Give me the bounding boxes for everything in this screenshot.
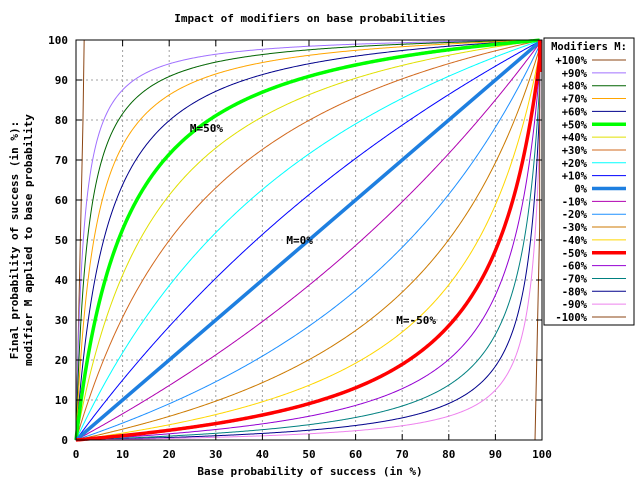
x-tick-label: 70	[396, 448, 409, 461]
x-axis-ticks: 0 10 20 30 40 50 60 70 80 90 100	[73, 40, 552, 461]
legend-entry-label: 0%	[574, 184, 587, 196]
legend-entry-label: +10%	[562, 171, 588, 183]
legend-entry-label: -70%	[562, 273, 588, 285]
y-tick-label: 10	[55, 394, 68, 407]
x-tick-label: 60	[349, 448, 362, 461]
legend-entry-label: -100%	[555, 312, 587, 324]
x-tick-label: 10	[116, 448, 129, 461]
x-tick-label: 100	[532, 448, 552, 461]
y-tick-label: 70	[55, 154, 68, 167]
y-tick-label: 30	[55, 314, 68, 327]
y-axis-ticks: 0 10 20 30 40 50 60 70 80 90 100	[48, 34, 542, 447]
x-tick-label: 0	[73, 448, 80, 461]
series-curve	[75, 40, 541, 441]
legend-box	[543, 37, 635, 326]
legend-entry-label: -30%	[562, 222, 588, 234]
legend: Modifiers M: +100%+90%+80%+70%+60%+50%+4…	[543, 37, 635, 326]
series-curve	[75, 40, 541, 441]
series-curve	[75, 40, 541, 441]
annotations: M=50% M=0% M=-50%	[190, 122, 437, 327]
x-tick-label: 50	[302, 448, 315, 461]
x-axis-label: Base probability of success (in %)	[197, 465, 422, 478]
y-tick-label: 90	[55, 74, 68, 87]
y-tick-label: 60	[55, 194, 68, 207]
series-curve	[75, 40, 541, 441]
legend-entry-label: +30%	[562, 145, 588, 157]
annotation-label: M=50%	[190, 122, 223, 135]
legend-entry-label: -10%	[562, 196, 588, 208]
legend-entry-label: -50%	[562, 248, 588, 260]
legend-entry-label: +100%	[555, 55, 587, 67]
y-tick-label: 0	[61, 434, 68, 447]
series-curve	[75, 40, 541, 441]
series-curve	[75, 40, 541, 441]
series-curve	[75, 39, 541, 441]
legend-entry-label: +40%	[562, 132, 588, 144]
legend-entry-label: -40%	[562, 235, 588, 247]
legend-entry-label: -80%	[562, 286, 588, 298]
chart-title: Impact of modifiers on base probabilitie…	[174, 12, 446, 25]
y-tick-label: 100	[48, 34, 68, 47]
series-curve	[75, 40, 542, 442]
y-tick-label: 50	[55, 234, 68, 247]
y-axis-label-line2: modifier M applied to base probability	[22, 114, 35, 366]
legend-entry-label: +60%	[562, 106, 588, 118]
y-tick-label: 40	[55, 274, 68, 287]
series-curve	[75, 40, 541, 441]
legend-entry-label: +20%	[562, 158, 588, 170]
legend-title: Modifiers M:	[551, 41, 627, 53]
annotation-label: M=0%	[286, 234, 313, 247]
series-curve	[74, 40, 542, 442]
x-tick-label: 40	[256, 448, 269, 461]
y-tick-label: 80	[55, 114, 68, 127]
series-curve	[75, 40, 541, 441]
series-curve	[75, 40, 541, 441]
y-tick-label: 20	[55, 354, 68, 367]
series-curve	[75, 39, 541, 441]
x-tick-label: 20	[163, 448, 176, 461]
series-curve	[75, 40, 541, 441]
series-curves	[74, 38, 542, 442]
legend-entry-label: -60%	[562, 261, 588, 273]
legend-entry-label: +80%	[562, 81, 588, 93]
legend-entry-label: +70%	[562, 94, 588, 106]
x-tick-label: 30	[209, 448, 222, 461]
series-curve	[75, 40, 541, 441]
series-curve	[75, 39, 541, 441]
x-tick-label: 80	[442, 448, 455, 461]
legend-entry-label: +90%	[562, 68, 588, 80]
legend-entry-label: -20%	[562, 209, 588, 221]
series-curve	[75, 39, 541, 441]
annotation-label: M=-50%	[396, 314, 436, 327]
legend-entry-label: -90%	[562, 299, 588, 311]
x-tick-label: 90	[489, 448, 502, 461]
y-axis-label-line1: Final probability of success (in %):	[8, 121, 21, 359]
series-curve	[74, 38, 542, 441]
legend-entry-label: +50%	[562, 119, 588, 131]
series-curve	[75, 39, 541, 441]
